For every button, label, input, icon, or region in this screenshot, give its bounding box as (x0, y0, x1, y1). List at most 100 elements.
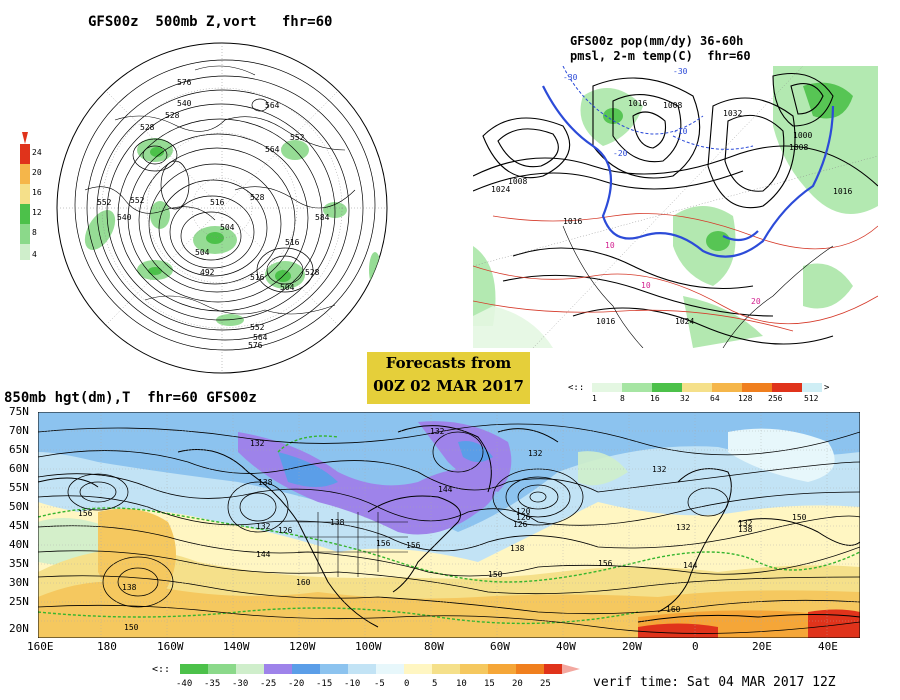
temp-tick: 0 (404, 679, 409, 689)
contour-label: 552 (290, 133, 305, 142)
contour-label: 552 (97, 198, 112, 207)
forecast-init-box: Forecasts from 00Z 02 MAR 2017 (367, 352, 530, 404)
contour-label: 504 (280, 283, 295, 292)
forecast-line-1: Forecasts from (385, 354, 512, 372)
polar-500mb-map: 576 552 540 528 564 540 528 516 504 528 … (56, 42, 388, 374)
pop-tick: 64 (710, 394, 720, 403)
vort-tick: 16 (32, 188, 42, 197)
hgt-label: 132 (528, 449, 543, 458)
vort-colorbar: 24 20 16 12 8 4 (20, 132, 42, 260)
vort-tick: 4 (32, 250, 37, 259)
temp-tick: 20 (512, 679, 523, 689)
pop-tick: 512 (804, 394, 819, 403)
contour-label: 576 (248, 341, 263, 350)
isobar-label: 1008 (508, 177, 527, 186)
lat-label: 75N (9, 405, 29, 418)
contour-label: 492 (200, 268, 215, 277)
hgt-label: 150 (124, 623, 139, 632)
hgt-label: 132 (430, 427, 445, 436)
temp-tick: -15 (316, 679, 332, 689)
lat-label: 60N (9, 462, 29, 475)
temp-tick: -10 (344, 679, 360, 689)
hgt-label: 138 (738, 525, 753, 534)
panel-pop-title-1: GFS00z pop(mm/dy) 36-60h (570, 34, 744, 48)
lon-label: 60W (490, 640, 510, 653)
lat-label: 45N (9, 519, 29, 532)
contour-label: 564 (265, 101, 280, 110)
hgt-label: 156 (598, 559, 613, 568)
contour-label: 584 (315, 213, 330, 222)
temp-tick: -5 (374, 679, 385, 689)
pop-tick: 1 (592, 394, 597, 403)
hgt-label: 144 (256, 550, 271, 559)
map-850mb: 132 132 138 156 132 144 138 132 126 156 … (38, 412, 860, 638)
hgt-label: 126 (278, 526, 293, 535)
hgt-label: 160 (666, 605, 681, 614)
temp-tick: -40 (176, 679, 192, 689)
vort-tick: 20 (32, 168, 42, 177)
panel-850mb-title: 850mb hgt(dm),T fhr=60 GFS00z (4, 390, 257, 406)
hgt-label: 156 (406, 541, 421, 550)
lat-label: 35N (9, 557, 29, 570)
verif-time: verif time: Sat 04 MAR 2017 12Z (593, 675, 836, 690)
temp-tick: -25 (260, 679, 276, 689)
vort-tick: 8 (32, 228, 37, 237)
lon-label: 160W (157, 640, 184, 653)
contour-label: 528 (165, 111, 180, 120)
svg-text:<::: <:: (568, 383, 584, 393)
hgt-label: 138 (330, 518, 345, 527)
isobar-label: 1016 (563, 217, 582, 226)
panel-pop-title-2: pmsl, 2-m temp(C) fhr=60 (570, 49, 751, 63)
isobar-label: 1000 (793, 131, 812, 140)
hgt-label: 138 (510, 544, 525, 553)
lat-label: 70N (9, 424, 29, 437)
lon-label: 40W (556, 640, 576, 653)
contour-label: 540 (177, 99, 192, 108)
pop-tick: 16 (650, 394, 660, 403)
isobar-label: 1008 (663, 101, 682, 110)
lat-label: 50N (9, 500, 29, 513)
isobar-label: 1016 (628, 99, 647, 108)
lat-label: 25N (9, 595, 29, 608)
temp-tick: 15 (484, 679, 495, 689)
temp-label: -20 (613, 149, 628, 158)
forecast-line-2: 00Z 02 MAR 2017 (373, 377, 524, 395)
hgt-label: 132 (256, 522, 271, 531)
lon-label: 120W (289, 640, 316, 653)
hgt-label: 144 (683, 561, 698, 570)
isobar-label: 1024 (491, 185, 510, 194)
temp-tick: 25 (540, 679, 551, 689)
temp-label: -30 (673, 67, 688, 76)
temp-label: 10 (605, 241, 615, 250)
contour-label: 564 (253, 333, 268, 342)
pop-tick: 256 (768, 394, 783, 403)
lon-label: 80W (424, 640, 444, 653)
temp-label: 10 (641, 281, 651, 290)
hgt-label: 132 (250, 439, 265, 448)
lat-label: 30N (9, 576, 29, 589)
temp-tick: -20 (288, 679, 304, 689)
hgt-label: 160 (296, 578, 311, 587)
contour-label: 504 (195, 248, 210, 257)
temp-label: 20 (751, 297, 761, 306)
pop-tick: 8 (620, 394, 625, 403)
lon-label: 20E (752, 640, 772, 653)
lon-label: 180 (97, 640, 117, 653)
isobar-label: 1016 (833, 187, 852, 196)
hgt-label: 138 (258, 478, 273, 487)
temp-tick: 5 (432, 679, 437, 689)
lon-label: 20W (622, 640, 642, 653)
temp-label: -10 (673, 127, 688, 136)
vort-tick: 24 (32, 148, 42, 157)
hgt-label: 126 (513, 520, 528, 529)
contour-label: 516 (250, 273, 265, 282)
temp-colorbar: <:: -40 -35 -30 -25 -20 -15 -10 -5 0 5 1… (152, 664, 580, 689)
hgt-label: 132 (676, 523, 691, 532)
contour-label: 552 (250, 323, 265, 332)
lon-label: 100W (355, 640, 382, 653)
contour-label: 504 (220, 223, 235, 232)
isobar-label: 1008 (789, 143, 808, 152)
hgt-label: 150 (488, 570, 503, 579)
svg-text:>: > (824, 383, 830, 393)
contour-label: 552 (130, 196, 145, 205)
